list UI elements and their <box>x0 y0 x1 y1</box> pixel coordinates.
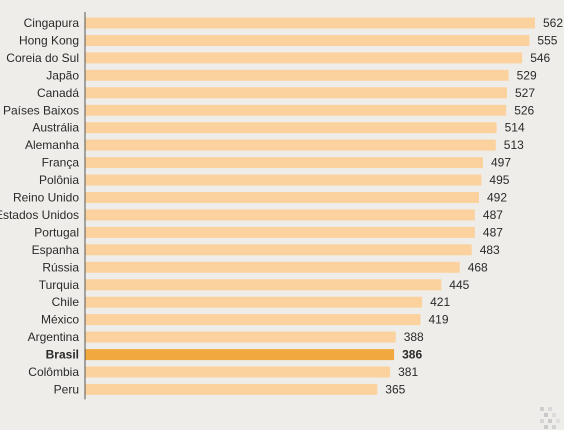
bar-4 <box>85 87 507 99</box>
value-label-11: 487 <box>483 208 503 222</box>
value-label-16: 421 <box>430 295 450 309</box>
value-label-10: 492 <box>487 191 507 205</box>
bar-10 <box>85 192 479 203</box>
category-label-6: Austrália <box>32 121 79 135</box>
value-label-1: 555 <box>537 34 557 48</box>
value-labels-group: 562 555 546 529 527 526 514 513 497 495 492 487 487 4… <box>385 16 563 396</box>
value-label-2: 546 <box>530 51 550 65</box>
category-label-18: Argentina <box>28 330 80 344</box>
value-label-13: 483 <box>480 243 500 257</box>
bar-5 <box>85 104 507 116</box>
category-label-1: Hong Kong <box>19 34 79 48</box>
category-label-13: Espanha <box>32 243 80 257</box>
bars-group <box>85 17 535 395</box>
category-label-10: Reino Unido <box>13 191 79 205</box>
bar-7 <box>85 139 496 151</box>
bar-6 <box>85 122 497 134</box>
value-label-5: 526 <box>514 103 534 117</box>
bar-21 <box>85 383 378 395</box>
category-label-16: Chile <box>52 295 80 309</box>
bar-0 <box>85 17 535 29</box>
value-label-6: 514 <box>505 121 525 135</box>
bar-3 <box>85 69 509 81</box>
value-label-12: 487 <box>483 225 503 239</box>
category-label-15: Turquia <box>39 278 80 292</box>
bar-12 <box>85 226 475 238</box>
category-label-17: México <box>41 313 79 327</box>
bar-8 <box>85 157 483 169</box>
category-label-19: Brasil <box>46 348 79 362</box>
value-label-3: 529 <box>517 68 537 82</box>
bar-15 <box>85 279 442 291</box>
bar-2 <box>85 52 523 64</box>
value-label-19: 386 <box>402 348 422 362</box>
bar-20 <box>85 366 391 378</box>
category-labels-group: Cingapura Hong Kong Coreia do Sul Japão Cana… <box>0 16 79 396</box>
value-label-20: 381 <box>398 365 418 379</box>
category-label-11: Estados Unidos <box>0 208 79 222</box>
bar-19 <box>85 349 395 361</box>
bar-13 <box>85 244 472 256</box>
category-label-7: Alemanha <box>25 138 79 152</box>
value-label-17: 419 <box>429 313 449 327</box>
corner-pattern <box>536 404 564 430</box>
value-label-18: 388 <box>404 330 424 344</box>
value-label-0: 562 <box>543 16 563 30</box>
value-label-14: 468 <box>468 260 488 274</box>
value-label-9: 495 <box>489 173 509 187</box>
value-label-8: 497 <box>491 156 511 170</box>
value-label-21: 365 <box>385 382 405 396</box>
category-label-21: Peru <box>54 382 79 396</box>
value-label-7: 513 <box>504 138 524 152</box>
bar-17 <box>85 314 421 326</box>
bar-16 <box>85 296 423 308</box>
category-label-9: Polônia <box>39 173 79 187</box>
category-label-4: Canadá <box>37 86 79 100</box>
bar-1 <box>85 35 530 46</box>
category-label-2: Coreia do Sul <box>6 51 79 65</box>
category-label-14: Rússia <box>42 260 79 274</box>
category-label-12: Portugal <box>34 225 79 239</box>
bar-14 <box>85 261 460 273</box>
category-label-0: Cingapura <box>24 16 80 30</box>
category-label-3: Japão <box>46 68 79 82</box>
bar-11 <box>85 209 475 221</box>
bar-9 <box>85 174 482 186</box>
category-label-8: França <box>42 156 80 170</box>
value-label-4: 527 <box>515 86 535 100</box>
bar-18 <box>85 331 396 343</box>
category-label-20: Colômbia <box>28 365 79 379</box>
category-label-5: Países Baixos <box>3 103 79 117</box>
value-label-15: 445 <box>449 278 469 292</box>
